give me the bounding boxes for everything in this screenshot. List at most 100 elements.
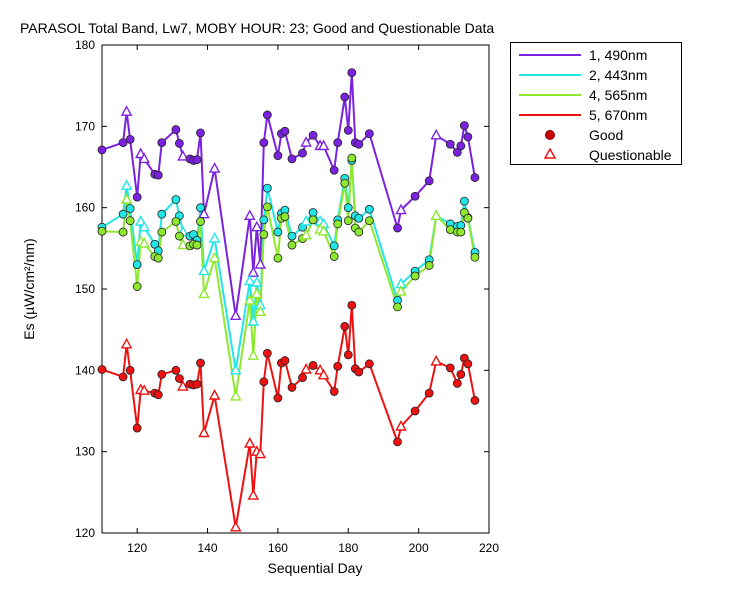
point-s2-4 xyxy=(132,260,142,270)
point-s4-34 xyxy=(317,368,330,380)
x-tick-label-3: 180 xyxy=(338,541,358,555)
y-tick-label-3: 150 xyxy=(75,282,95,296)
point-s1-6 xyxy=(138,152,150,164)
point-s3-32 xyxy=(308,215,318,225)
legend-label-series-2: 2, 443nm xyxy=(589,67,648,83)
point-s2-6 xyxy=(138,220,150,232)
point-s1-45 xyxy=(410,191,420,201)
data-markers xyxy=(97,68,480,532)
point-s4-30 xyxy=(298,373,307,383)
point-s3-2 xyxy=(120,193,133,204)
legend-entry-good: Good xyxy=(511,125,681,145)
point-s1-34 xyxy=(317,139,330,151)
point-s4-2 xyxy=(120,337,133,349)
point-s1-16 xyxy=(196,128,205,138)
point-s4-21 xyxy=(247,489,260,500)
point-s4-52 xyxy=(463,359,473,369)
point-s1-9 xyxy=(157,138,167,148)
point-s4-45 xyxy=(410,406,420,416)
point-s4-19 xyxy=(229,520,242,532)
point-s3-24 xyxy=(259,230,269,239)
point-s4-15 xyxy=(192,379,202,389)
point-s3-50 xyxy=(456,227,466,237)
point-s3-25 xyxy=(262,202,272,212)
point-s4-17 xyxy=(198,426,210,438)
point-s1-41 xyxy=(354,139,364,149)
point-s3-4 xyxy=(132,282,142,291)
point-s1-53 xyxy=(470,173,480,182)
point-s1-30 xyxy=(298,148,307,158)
point-s2-32 xyxy=(308,208,318,217)
point-s1-11 xyxy=(174,139,184,148)
point-s1-36 xyxy=(333,138,343,148)
point-s2-5 xyxy=(134,215,147,226)
point-s3-42 xyxy=(364,216,374,226)
point-s1-2 xyxy=(120,105,133,116)
plot-frame xyxy=(101,44,490,534)
point-s3-15 xyxy=(192,240,202,250)
point-s4-41 xyxy=(354,367,364,377)
point-s3-6 xyxy=(138,237,150,248)
point-s1-21 xyxy=(247,266,260,277)
point-s4-3 xyxy=(125,365,135,375)
point-s4-11 xyxy=(174,374,184,383)
point-s4-18 xyxy=(208,389,221,400)
point-s3-0 xyxy=(97,226,107,236)
x-tick-label-4: 200 xyxy=(409,541,429,555)
point-s1-44 xyxy=(395,203,407,215)
point-s2-26 xyxy=(273,227,283,237)
legend-entry-series-4: 5, 670nm xyxy=(511,105,681,125)
y-tick-label-4: 160 xyxy=(75,201,95,215)
point-s2-1 xyxy=(118,209,128,219)
point-s3-19 xyxy=(229,389,242,401)
point-s3-39 xyxy=(347,153,357,163)
legend-label-series-1: 1, 490nm xyxy=(589,47,648,63)
point-s4-32 xyxy=(308,361,318,370)
point-s3-29 xyxy=(287,240,297,250)
point-s1-32 xyxy=(308,130,318,140)
point-s1-38 xyxy=(343,125,353,135)
point-s3-52 xyxy=(463,213,473,223)
point-s1-19 xyxy=(229,309,242,320)
point-s2-35 xyxy=(329,241,339,251)
point-s4-6 xyxy=(138,384,150,395)
legend-questionable-marker xyxy=(543,147,557,159)
point-s1-3 xyxy=(125,134,135,144)
point-s3-26 xyxy=(273,253,283,263)
point-s4-50 xyxy=(456,369,466,379)
y-tick-label-2: 140 xyxy=(75,363,95,377)
point-s1-52 xyxy=(463,132,473,142)
point-s4-46 xyxy=(424,388,434,398)
point-s3-22 xyxy=(251,287,263,299)
point-s3-45 xyxy=(410,271,420,281)
point-s3-20 xyxy=(244,293,256,305)
point-s1-42 xyxy=(364,129,374,139)
series-line-1 xyxy=(101,71,476,317)
chart-title: PARASOL Total Band, Lw7, MOBY HOUR: 23; … xyxy=(20,20,495,36)
point-s3-36 xyxy=(333,219,343,229)
point-s1-46 xyxy=(424,176,434,186)
point-s1-15 xyxy=(192,155,202,165)
point-s2-29 xyxy=(287,231,297,241)
legend-label-series-4: 5, 670nm xyxy=(589,107,648,123)
point-s1-43 xyxy=(393,223,402,233)
point-s1-8 xyxy=(153,170,163,180)
legend-label-questionable: Questionable xyxy=(589,147,672,163)
point-s1-20 xyxy=(244,209,256,221)
series-line-3 xyxy=(101,157,476,398)
point-s1-28 xyxy=(280,126,290,136)
point-s4-49 xyxy=(452,378,462,388)
point-s2-25 xyxy=(262,183,272,193)
point-s4-26 xyxy=(273,393,283,403)
point-s3-38 xyxy=(343,216,353,226)
legend-label-good: Good xyxy=(589,127,624,143)
point-s1-35 xyxy=(329,165,339,175)
point-s2-51 xyxy=(459,196,469,206)
point-s3-47 xyxy=(430,209,442,221)
point-s4-1 xyxy=(118,372,128,382)
point-s4-12 xyxy=(177,380,189,391)
point-s1-4 xyxy=(132,192,142,202)
legend-entry-series-3: 4, 565nm xyxy=(511,85,681,105)
point-s2-17 xyxy=(198,264,210,276)
